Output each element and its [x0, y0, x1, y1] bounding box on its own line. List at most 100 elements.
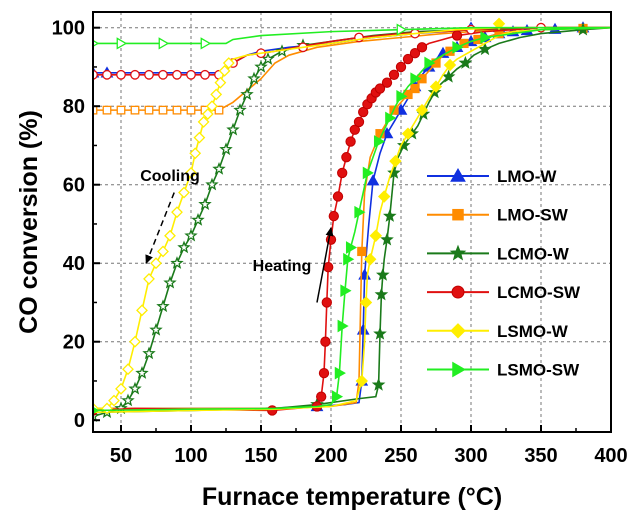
y-tick-label: 20 [63, 332, 85, 354]
data-point-open [206, 100, 218, 113]
data-point [441, 69, 456, 83]
y-tick-label: 60 [63, 175, 85, 197]
data-point-open [191, 212, 205, 226]
data-point-open [136, 304, 148, 317]
data-point [416, 42, 428, 53]
data-point [341, 152, 352, 163]
annotation-label: Cooling [140, 168, 200, 185]
data-point [451, 30, 463, 41]
data-point [340, 284, 352, 298]
data-point-open [163, 275, 177, 289]
data-point-open [164, 229, 176, 242]
data-point [409, 48, 421, 59]
data-point-open [93, 409, 100, 423]
data-point [373, 326, 387, 340]
data-point [410, 83, 420, 94]
data-point [480, 31, 492, 44]
data-point [349, 124, 360, 135]
data-point-open [201, 108, 214, 120]
data-point-open [172, 105, 182, 115]
data-point-open [102, 105, 112, 115]
x-tick-label: 200 [314, 445, 347, 467]
data-point [354, 205, 366, 219]
data-point-open [193, 131, 206, 144]
data-point-open [135, 366, 149, 379]
data-point-open [93, 69, 98, 80]
data-point-open [172, 69, 182, 80]
x-tick-label: 100 [174, 445, 207, 467]
x-tick-label: 300 [454, 445, 487, 467]
legend-item-lsmo-w: LSMO-W [427, 322, 569, 341]
data-point-open [150, 257, 162, 270]
legend-item-lcmo-w: LCMO-W [427, 244, 570, 263]
data-point [478, 42, 492, 56]
series-line-cooling [93, 26, 611, 410]
legend-label: LMO-SW [497, 206, 569, 225]
data-point [357, 246, 367, 257]
data-point-open [186, 69, 196, 80]
data-point [395, 61, 407, 73]
data-point [334, 366, 346, 380]
data-point [374, 83, 386, 94]
legend-marker [452, 208, 464, 221]
data-point [492, 17, 506, 30]
data-point-open [178, 186, 190, 199]
legend-label: LCMO-W [497, 244, 570, 263]
y-tick-label: 100 [52, 18, 85, 40]
data-point-open [144, 69, 154, 80]
series-line-cooling [93, 26, 611, 45]
legend-label: LCMO-SW [497, 283, 581, 302]
data-point [362, 166, 374, 180]
data-point [443, 58, 457, 72]
plot-frame [92, 11, 612, 433]
x-tick-label: 400 [594, 445, 627, 467]
data-point-open [143, 272, 155, 285]
series-line-cooling [93, 26, 611, 111]
data-point-open [254, 59, 268, 73]
data-point [388, 69, 400, 80]
data-point-open [222, 57, 235, 69]
data-point [316, 391, 327, 402]
data-point [369, 229, 383, 242]
data-point-open [158, 69, 168, 80]
data-point [382, 208, 397, 222]
data-point [402, 53, 414, 65]
series-lsmo-w [93, 17, 611, 415]
data-point [366, 174, 380, 186]
data-point [359, 296, 373, 309]
data-point [380, 232, 394, 246]
legend-label: LMO-W [497, 167, 557, 186]
data-point-open [156, 299, 170, 313]
data-point [424, 56, 436, 70]
data-point [452, 40, 464, 54]
y-tick-label: 80 [63, 96, 85, 118]
data-point [343, 252, 355, 266]
x-tick-label: 250 [384, 445, 417, 467]
data-point [389, 154, 402, 168]
data-point [375, 267, 390, 281]
data-point-open [197, 115, 210, 128]
data-point [401, 127, 415, 140]
data-point-open [144, 105, 154, 115]
data-point-open [218, 64, 231, 77]
data-point [320, 336, 331, 347]
x-tick-label: 350 [524, 445, 557, 467]
data-point-open [158, 105, 168, 115]
data-point [410, 72, 422, 86]
series-lsmo-sw [93, 23, 611, 415]
data-point-open [158, 37, 170, 50]
data-point [458, 55, 473, 69]
data-point [337, 167, 348, 179]
data-point-open [122, 363, 134, 376]
data-point-open [233, 103, 247, 116]
data-point [385, 111, 397, 125]
data-point [387, 165, 401, 179]
annotation-arrow [316, 226, 334, 303]
data-point-open [198, 197, 212, 211]
legend: LMO-W LMO-SW LCMO-W LCMO-SW LSMO-W LSMO-SW [427, 167, 581, 380]
data-point-open [226, 122, 240, 136]
data-point-open [116, 37, 128, 50]
data-point [427, 85, 442, 99]
annotation-label: Heating [253, 258, 312, 275]
